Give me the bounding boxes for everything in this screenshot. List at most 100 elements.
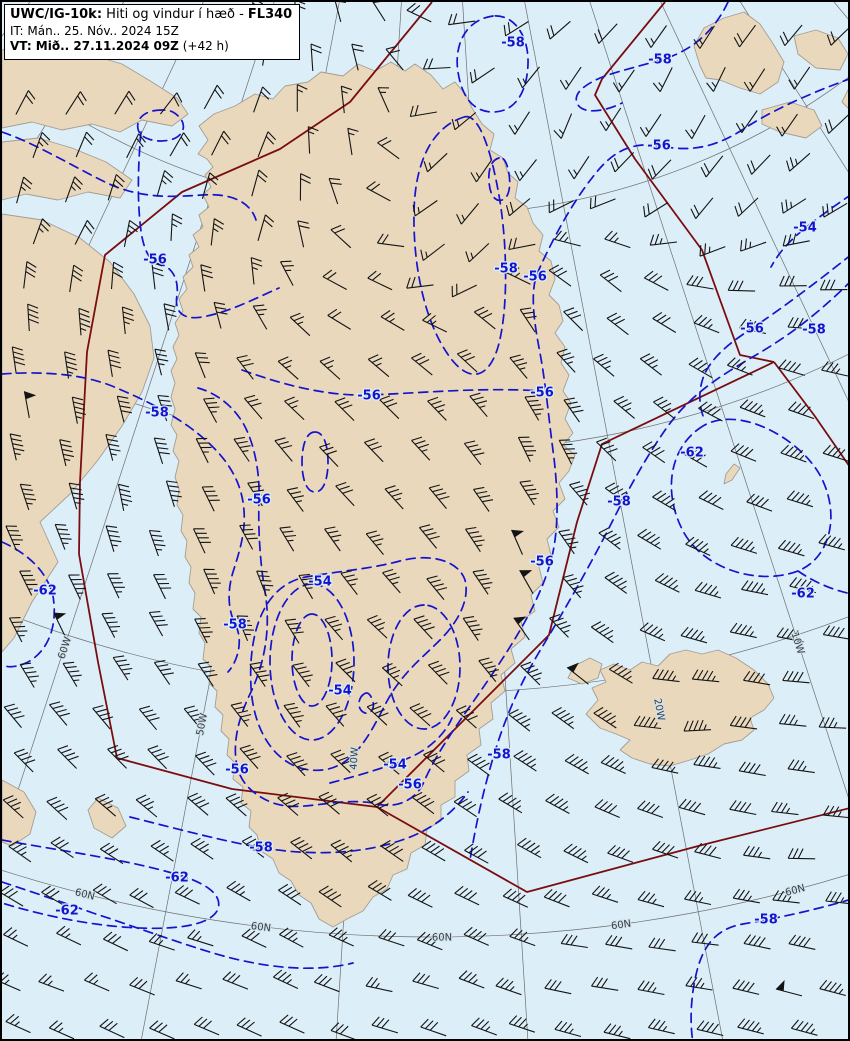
wind-barb — [411, 352, 433, 376]
wind-barb — [603, 1023, 631, 1039]
wind-barb — [698, 490, 724, 510]
wind-barb — [780, 444, 807, 463]
wind-barb — [462, 616, 483, 641]
wind-barb — [734, 197, 759, 217]
wind-barb — [517, 436, 537, 462]
wind-barb — [175, 972, 202, 990]
isotherm-label: -58 — [754, 913, 778, 928]
wind-barb — [680, 626, 708, 644]
wind-barb — [365, 976, 393, 993]
wind-barb — [32, 218, 51, 245]
wind-barb — [154, 348, 169, 376]
wind-barb — [126, 133, 146, 159]
wind-barb — [193, 528, 211, 554]
wind-barb — [652, 311, 677, 333]
wind-barb — [782, 233, 810, 247]
wind-barb — [554, 1020, 582, 1038]
wind-barb — [639, 353, 662, 376]
wind-barb — [508, 111, 530, 135]
wind-barb — [135, 794, 158, 818]
wind-barb — [169, 132, 191, 157]
wind-barb — [544, 979, 572, 995]
wind-barb-pennant — [519, 570, 533, 578]
wind-barb — [776, 627, 804, 643]
chart-title-box: UWC/IG-10k: Hiti og vindur í hæð - FL340… — [4, 4, 301, 61]
valid-time: VT: Mið.. 27.11.2024 09Z (+42 h) — [10, 39, 292, 55]
wind-barb — [428, 660, 450, 685]
wind-barb — [642, 441, 666, 464]
isotherm-label: -58 — [487, 748, 511, 763]
wind-barb — [688, 357, 713, 379]
wind-barb — [743, 68, 766, 92]
wind-barb — [385, 45, 404, 71]
isotherm-contour — [249, 556, 467, 772]
wind-barb — [746, 154, 771, 175]
wind-barb — [648, 937, 676, 952]
wind-barb — [563, 307, 584, 332]
wind-barb — [423, 749, 446, 773]
wind-barb — [647, 1018, 675, 1035]
land-jan-mayen — [723, 463, 741, 485]
wind-barb — [330, 1022, 356, 1039]
wind-barb — [377, 87, 390, 113]
wind-barb — [68, 574, 87, 600]
valid-time-offset: (+42 h) — [178, 39, 229, 54]
wind-barb — [412, 200, 438, 217]
wind-barb — [274, 437, 293, 462]
wind-barb — [340, 85, 352, 114]
wind-barb — [746, 493, 773, 512]
init-time: IT: Mán.. 25. Nóv.. 2024 15Z — [10, 23, 179, 38]
isotherm-label: -56 — [398, 778, 422, 793]
wind-barb — [174, 885, 200, 905]
wind-barb — [153, 437, 170, 464]
wind-barb — [226, 880, 251, 902]
wind-barb — [606, 312, 629, 336]
graticule-meridian — [524, 2, 723, 1039]
isotherm-contour — [329, 717, 453, 784]
wind-barb — [318, 885, 342, 908]
wind-barb — [194, 618, 213, 644]
wind-barb — [730, 443, 757, 462]
isotherm-label: -58 — [145, 406, 169, 421]
wind-barb — [548, 264, 572, 287]
isotherm-label: -56 — [647, 139, 671, 154]
wind-barb — [822, 625, 848, 640]
wind-barb — [32, 132, 51, 158]
wind-barb — [249, 662, 270, 687]
wind-barb — [50, 836, 74, 859]
wind-barb — [210, 218, 224, 246]
wind-barb — [366, 181, 391, 202]
wind-barb — [13, 748, 36, 773]
wind-barb — [472, 569, 493, 595]
product-subtitle: Hiti og vindur í hæð - — [102, 7, 248, 22]
isotherm-label: -58 — [249, 841, 273, 856]
wind-barb — [157, 394, 173, 422]
isotherm-contour — [487, 157, 511, 202]
wind-barb — [683, 719, 712, 732]
wind-barb — [69, 264, 84, 292]
wind-barb — [325, 702, 347, 727]
wind-barb — [68, 482, 85, 510]
wind-barb — [503, 21, 529, 37]
wind-barb — [422, 58, 451, 70]
wind-barb — [340, 570, 358, 596]
graticule-meridian — [2, 2, 204, 431]
wind-barb — [651, 758, 679, 774]
wind-barb — [319, 443, 339, 467]
wind-barb — [347, 127, 359, 156]
wind-barb — [786, 490, 814, 508]
wind-barb — [556, 348, 576, 373]
wind-barb — [379, 395, 400, 420]
wind-barb — [371, 1016, 399, 1034]
wind-barb — [318, 791, 341, 815]
wind-barb — [183, 705, 205, 730]
wind-barb — [469, 392, 488, 418]
wind-barb — [201, 172, 219, 199]
wind-barb — [505, 198, 531, 217]
wind-barb — [110, 261, 124, 290]
chart-title: UWC/IG-10k: Hiti og vindur í hæð - FL340 — [10, 7, 292, 24]
wind-barb — [225, 793, 248, 817]
wind-barb-pennant — [511, 529, 524, 538]
wind-barb — [546, 20, 571, 40]
wind-barb — [524, 395, 544, 421]
